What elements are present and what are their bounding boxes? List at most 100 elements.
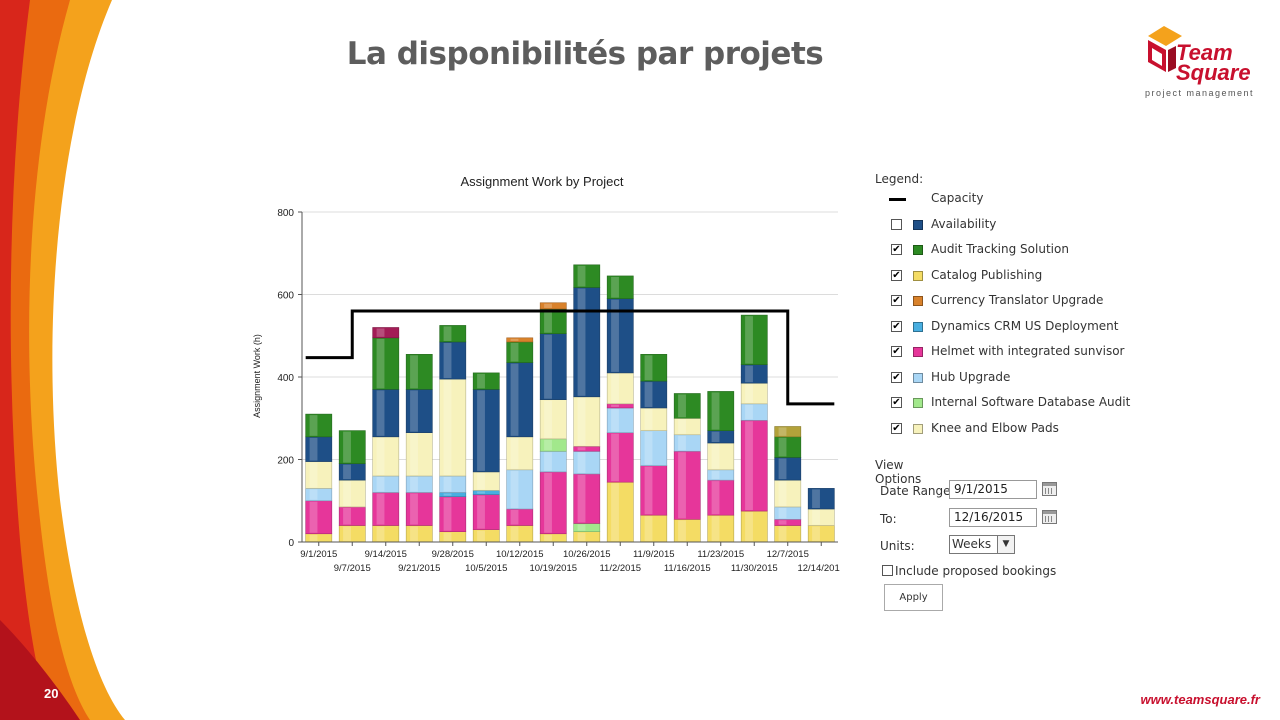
legend-checkbox[interactable]: ✔ xyxy=(891,371,902,383)
legend-swatch xyxy=(913,423,923,434)
bar-segment xyxy=(405,354,433,390)
bar-segment xyxy=(472,494,500,530)
bar-highlight xyxy=(544,534,552,541)
apply-button[interactable]: Apply xyxy=(884,584,943,611)
bar-highlight xyxy=(577,265,586,287)
to-date-input[interactable]: 12/16/2015 xyxy=(949,508,1037,527)
bar-segment xyxy=(405,475,433,493)
logo-square-text: Square xyxy=(1176,60,1251,85)
bar-highlight xyxy=(544,439,552,451)
x-tick-label: 11/23/2015 xyxy=(697,549,744,560)
legend-item[interactable]: ✔ Audit Tracking Solution xyxy=(875,242,1135,260)
legend-checkbox[interactable]: ✔ xyxy=(891,320,902,332)
legend-checkbox[interactable]: ✔ xyxy=(891,422,902,434)
bar-highlight xyxy=(611,483,619,541)
bar-highlight xyxy=(376,493,385,525)
bar-highlight xyxy=(343,481,351,506)
bar-segment xyxy=(372,436,400,477)
chart-bars xyxy=(305,264,835,543)
legend-swatch xyxy=(913,321,923,332)
legend-item[interactable]: ✔ Dynamics CRM US Deployment xyxy=(875,319,1135,337)
legend-checkbox[interactable] xyxy=(891,218,902,230)
legend-checkbox[interactable]: ✔ xyxy=(891,346,902,357)
legend-checkbox[interactable]: ✔ xyxy=(891,397,902,408)
bar-segment xyxy=(539,302,567,310)
capacity-step-line xyxy=(305,309,835,406)
bar-outline xyxy=(472,372,500,390)
bar-highlight xyxy=(510,526,519,541)
legend-label: Helmet with integrated sunvisor xyxy=(931,344,1125,358)
bar-highlight xyxy=(577,397,586,446)
legend-item[interactable]: ✔ Internal Software Database Audit xyxy=(875,395,1135,413)
bar-highlight xyxy=(711,392,720,430)
bar-highlight xyxy=(477,530,485,541)
legend-item[interactable]: ✔ Helmet with integrated sunvisor xyxy=(875,344,1135,362)
legend-label: Dynamics CRM US Deployment xyxy=(931,318,1119,333)
website-link[interactable]: www.teamsquare.fr xyxy=(1140,692,1260,707)
bar-segment xyxy=(472,490,500,495)
team-square-logo-icon xyxy=(1148,26,1182,72)
bar-segment xyxy=(472,372,500,390)
bar-highlight xyxy=(477,472,485,490)
legend-checkbox[interactable]: ✔ xyxy=(891,295,902,306)
bar-highlight xyxy=(410,526,418,541)
bar-segment xyxy=(439,475,467,493)
legend-swatch xyxy=(913,347,923,357)
legend-swatch xyxy=(913,398,923,408)
legend-label: Currency Translator Upgrade xyxy=(931,293,1104,307)
chevron-down-icon[interactable]: ▼ xyxy=(997,536,1014,553)
legend-checkbox[interactable]: ✔ xyxy=(891,244,902,255)
bar-outline xyxy=(305,413,333,438)
bar-highlight xyxy=(745,421,753,511)
bar-highlight xyxy=(644,516,653,541)
bar-segment xyxy=(573,396,601,447)
bar-outline xyxy=(606,275,634,299)
units-select[interactable]: Weeks ▼ xyxy=(949,535,1015,554)
include-proposed-checkbox[interactable] xyxy=(882,565,893,576)
bar-highlight xyxy=(678,394,686,418)
chart-title: Assignment Work by Project xyxy=(460,174,623,189)
bar-segment xyxy=(305,436,333,462)
x-tick-label: 11/9/2015 xyxy=(633,549,675,560)
date-range-input[interactable]: 9/1/2015 xyxy=(949,480,1037,499)
bar-highlight xyxy=(443,532,452,541)
legend-swatch xyxy=(913,245,923,255)
x-tick-label: 9/7/2015 xyxy=(334,563,371,574)
bar-highlight xyxy=(745,316,753,364)
bar-outline xyxy=(338,430,366,464)
bar-segment xyxy=(372,525,400,543)
bar-highlight xyxy=(611,433,619,482)
bar-segment xyxy=(372,327,400,339)
legend-item[interactable]: Availability xyxy=(875,217,1135,235)
bar-segment xyxy=(372,492,400,526)
bar-highlight xyxy=(510,510,519,525)
legend-item[interactable]: ✔ Hub Upgrade xyxy=(875,370,1135,388)
calendar-icon[interactable] xyxy=(1042,482,1057,496)
bar-segment xyxy=(405,525,433,543)
legend-checkbox[interactable]: ✔ xyxy=(891,269,902,281)
bar-segment xyxy=(439,531,467,543)
bar-highlight xyxy=(778,526,787,541)
bar-segment xyxy=(472,471,500,491)
legend-label: Catalog Publishing xyxy=(931,267,1043,282)
x-tick-label: 11/30/2015 xyxy=(731,563,778,574)
bar-outline xyxy=(573,264,601,288)
legend-item[interactable]: ✔ Currency Translator Upgrade xyxy=(875,293,1135,311)
capacity-line xyxy=(305,309,835,406)
bar-highlight xyxy=(443,497,452,531)
include-proposed-row[interactable]: Include proposed bookings xyxy=(882,564,1056,578)
bar-highlight xyxy=(778,458,787,480)
bar-segment xyxy=(707,442,735,471)
legend-item[interactable]: ✔ Knee and Elbow Pads xyxy=(875,421,1135,439)
bar-highlight xyxy=(544,400,552,438)
bar-segment xyxy=(573,264,601,288)
legend-label: Hub Upgrade xyxy=(931,369,1011,384)
bar-segment xyxy=(673,450,701,520)
legend-item[interactable]: ✔ Catalog Publishing xyxy=(875,268,1135,286)
calendar-icon[interactable] xyxy=(1042,510,1057,524)
bar-highlight xyxy=(644,408,653,430)
bar-segment xyxy=(372,389,400,438)
bar-highlight xyxy=(577,532,586,541)
bar-highlight xyxy=(544,334,552,399)
legend-swatch xyxy=(913,219,923,230)
